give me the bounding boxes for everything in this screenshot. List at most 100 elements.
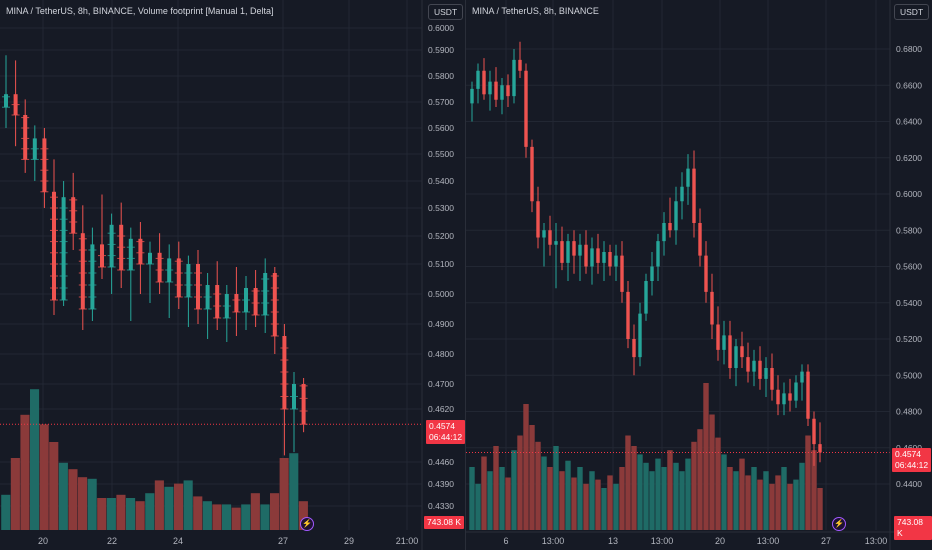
volume-bar bbox=[745, 475, 751, 530]
pane-divider[interactable] bbox=[465, 0, 466, 550]
volume-bar bbox=[20, 414, 30, 530]
y-tick-label: 0.5300 bbox=[428, 203, 454, 213]
candle-body bbox=[620, 255, 624, 292]
candle-body bbox=[215, 285, 220, 318]
left-chart-pane[interactable]: 0.6000 0.5900 0.5800 0.5700 0.5600 0.5500 0.54… bbox=[0, 0, 466, 550]
volume-bar bbox=[547, 467, 553, 530]
left-chart-canvas[interactable]: 0.6000 0.5900 0.5800 0.5700 0.5600 0.5500 0.54… bbox=[0, 0, 465, 550]
volume-bar bbox=[757, 479, 763, 530]
candle-body bbox=[518, 59, 522, 71]
candle-body bbox=[596, 248, 600, 263]
x-tick-label: 13 bbox=[608, 536, 618, 546]
volume-bar bbox=[565, 460, 571, 530]
volume-bar bbox=[183, 480, 193, 530]
x-tick-label: 13:00 bbox=[542, 536, 565, 546]
right-last-price-value: 0.4574 bbox=[895, 449, 921, 459]
candle-body bbox=[800, 371, 804, 383]
y-tick-label: 0.5200 bbox=[896, 334, 922, 344]
candle-body bbox=[148, 252, 152, 264]
candle-body bbox=[90, 244, 95, 309]
right-chart-canvas[interactable]: 0.6800 0.6600 0.6400 0.6200 0.6000 0.5800 0.56… bbox=[466, 0, 932, 550]
volume-bar bbox=[469, 467, 475, 530]
candle-body bbox=[80, 233, 85, 309]
candle-body bbox=[500, 85, 504, 100]
candle-body bbox=[61, 197, 66, 300]
volume-bar bbox=[583, 483, 589, 530]
volume-bar bbox=[553, 446, 559, 530]
y-tick-label: 0.6600 bbox=[896, 80, 922, 90]
right-volume-label: 743.08 K bbox=[894, 516, 932, 540]
volume-bar bbox=[655, 458, 661, 530]
candle-body bbox=[656, 241, 660, 267]
candle-body bbox=[764, 368, 768, 379]
x-tick-label: 13:00 bbox=[865, 536, 888, 546]
candle-body bbox=[536, 201, 540, 238]
candle-body bbox=[52, 191, 56, 300]
y-tick-label: 0.4400 bbox=[896, 479, 922, 489]
volume-bar bbox=[106, 498, 116, 530]
y-tick-label: 0.5900 bbox=[428, 45, 454, 55]
candle-body bbox=[662, 223, 666, 242]
x-tick-label: 27 bbox=[821, 536, 831, 546]
candle-body bbox=[542, 230, 546, 238]
volume-bar bbox=[595, 479, 601, 530]
volume-bar bbox=[811, 450, 817, 530]
candle-body bbox=[482, 70, 486, 95]
candle-body bbox=[770, 368, 774, 390]
volume-bar bbox=[763, 471, 769, 530]
candle-body bbox=[578, 244, 582, 256]
volume-bar bbox=[289, 453, 299, 530]
volume-bar bbox=[279, 458, 289, 530]
y-tick-label: 0.6400 bbox=[896, 117, 922, 127]
candle-body bbox=[812, 418, 816, 445]
y-tick-label: 0.5800 bbox=[428, 71, 454, 81]
candle-body bbox=[512, 59, 516, 97]
volume-bar bbox=[679, 471, 685, 530]
volume-bar bbox=[805, 435, 811, 530]
volume-bar bbox=[541, 456, 547, 530]
volume-bar bbox=[58, 462, 68, 530]
volume-bar bbox=[505, 477, 511, 530]
candle-body bbox=[746, 357, 750, 372]
volume-bar bbox=[87, 478, 97, 530]
volume-bar bbox=[231, 507, 241, 530]
candle-body bbox=[728, 335, 732, 368]
x-tick-label: 21:00 bbox=[396, 536, 419, 546]
candle-body bbox=[234, 294, 239, 312]
y-tick-label: 0.6800 bbox=[896, 44, 922, 54]
volume-bar bbox=[135, 501, 145, 530]
candle-body bbox=[686, 168, 690, 187]
volume-bar bbox=[116, 494, 126, 530]
volume-bar bbox=[709, 414, 715, 530]
volume-bar bbox=[721, 454, 727, 530]
volume-bar bbox=[49, 442, 59, 530]
candle-body bbox=[301, 384, 306, 425]
candle-body bbox=[794, 382, 798, 401]
candle-body bbox=[782, 393, 786, 405]
left-volume-label: 743.08 K bbox=[424, 516, 465, 529]
candle-body bbox=[4, 94, 8, 108]
x-tick-label: 22 bbox=[107, 536, 117, 546]
left-lightning-icon[interactable]: ⚡ bbox=[300, 517, 314, 531]
volume-bar bbox=[260, 504, 270, 530]
candle-body bbox=[176, 258, 181, 297]
volume-bar bbox=[727, 467, 733, 530]
x-tick-label: 20 bbox=[715, 536, 725, 546]
right-chart-pane[interactable]: 0.6800 0.6600 0.6400 0.6200 0.6000 0.5800 0.56… bbox=[466, 0, 932, 550]
candle-body bbox=[668, 223, 672, 231]
y-tick-label: 0.5000 bbox=[428, 289, 454, 299]
volume-bar bbox=[1, 494, 11, 530]
volume-bar bbox=[637, 454, 643, 530]
volume-bar bbox=[241, 504, 251, 530]
volume-bar bbox=[631, 446, 637, 530]
right-currency-button[interactable]: USDT bbox=[894, 4, 930, 20]
right-lightning-icon[interactable]: ⚡ bbox=[832, 517, 846, 531]
right-last-price-label: 0.4574 06:44:12 bbox=[892, 448, 932, 472]
volume-bar bbox=[511, 450, 517, 530]
y-tick-label: 0.6200 bbox=[896, 153, 922, 163]
y-tick-label: 0.5600 bbox=[428, 123, 454, 133]
candle-body bbox=[638, 313, 642, 358]
left-currency-button[interactable]: USDT bbox=[428, 4, 464, 20]
volume-bar bbox=[559, 471, 565, 530]
volume-bar bbox=[222, 504, 232, 530]
